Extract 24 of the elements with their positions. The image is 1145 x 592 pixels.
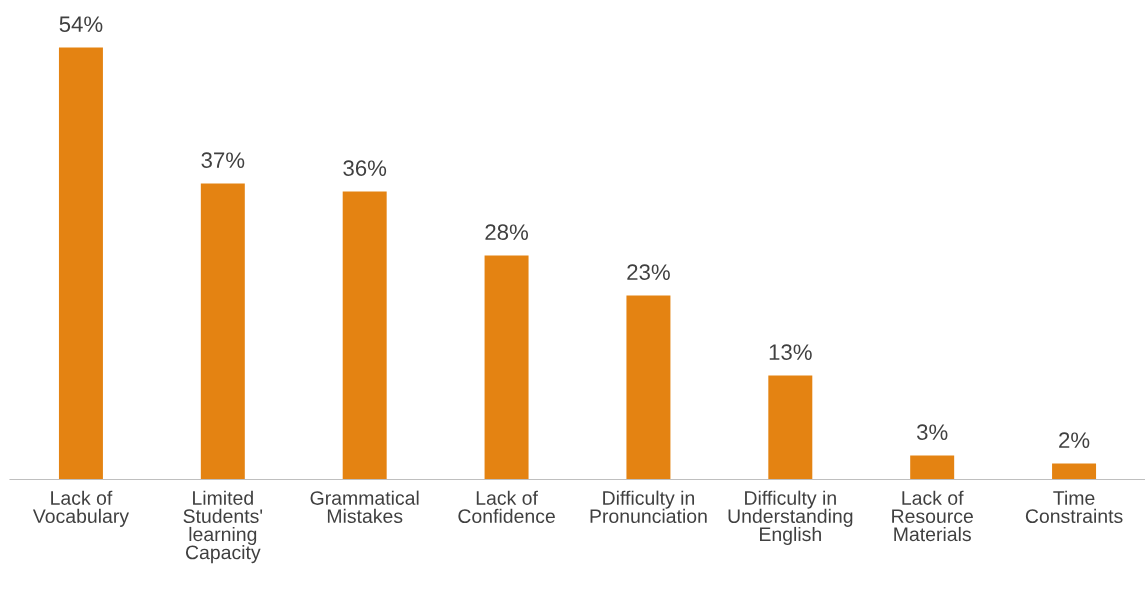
bar xyxy=(342,191,387,480)
data-label: 28% xyxy=(485,224,529,241)
x-tick-label: Difficulty in Pronunciation xyxy=(590,490,707,524)
bar xyxy=(58,47,103,480)
bar xyxy=(910,455,955,480)
bar xyxy=(484,255,529,480)
x-tick-label: Lack of Vocabulary xyxy=(32,490,130,527)
data-label: 2% xyxy=(1059,432,1090,448)
x-tick-label: Limited Students' learning Capacity xyxy=(183,490,263,564)
x-tick-label: Lack of Confidence xyxy=(458,490,555,524)
data-label: 23% xyxy=(627,264,670,281)
data-label: 36% xyxy=(343,160,387,177)
data-label: 37% xyxy=(201,152,245,169)
x-tick-label: Time Constraints xyxy=(1025,490,1123,524)
data-label: 3% xyxy=(916,424,948,441)
data-label: 54% xyxy=(59,16,103,33)
bar xyxy=(626,295,671,480)
x-tick-label: Grammatical Mistakes xyxy=(310,490,419,524)
bar xyxy=(200,183,245,480)
bar xyxy=(1052,463,1097,480)
x-tick-label: Difficulty in Understanding English xyxy=(728,490,853,546)
data-label: 13% xyxy=(769,344,812,361)
x-tick-label: Lack of Resource Materials xyxy=(892,490,973,542)
bar xyxy=(768,375,813,480)
